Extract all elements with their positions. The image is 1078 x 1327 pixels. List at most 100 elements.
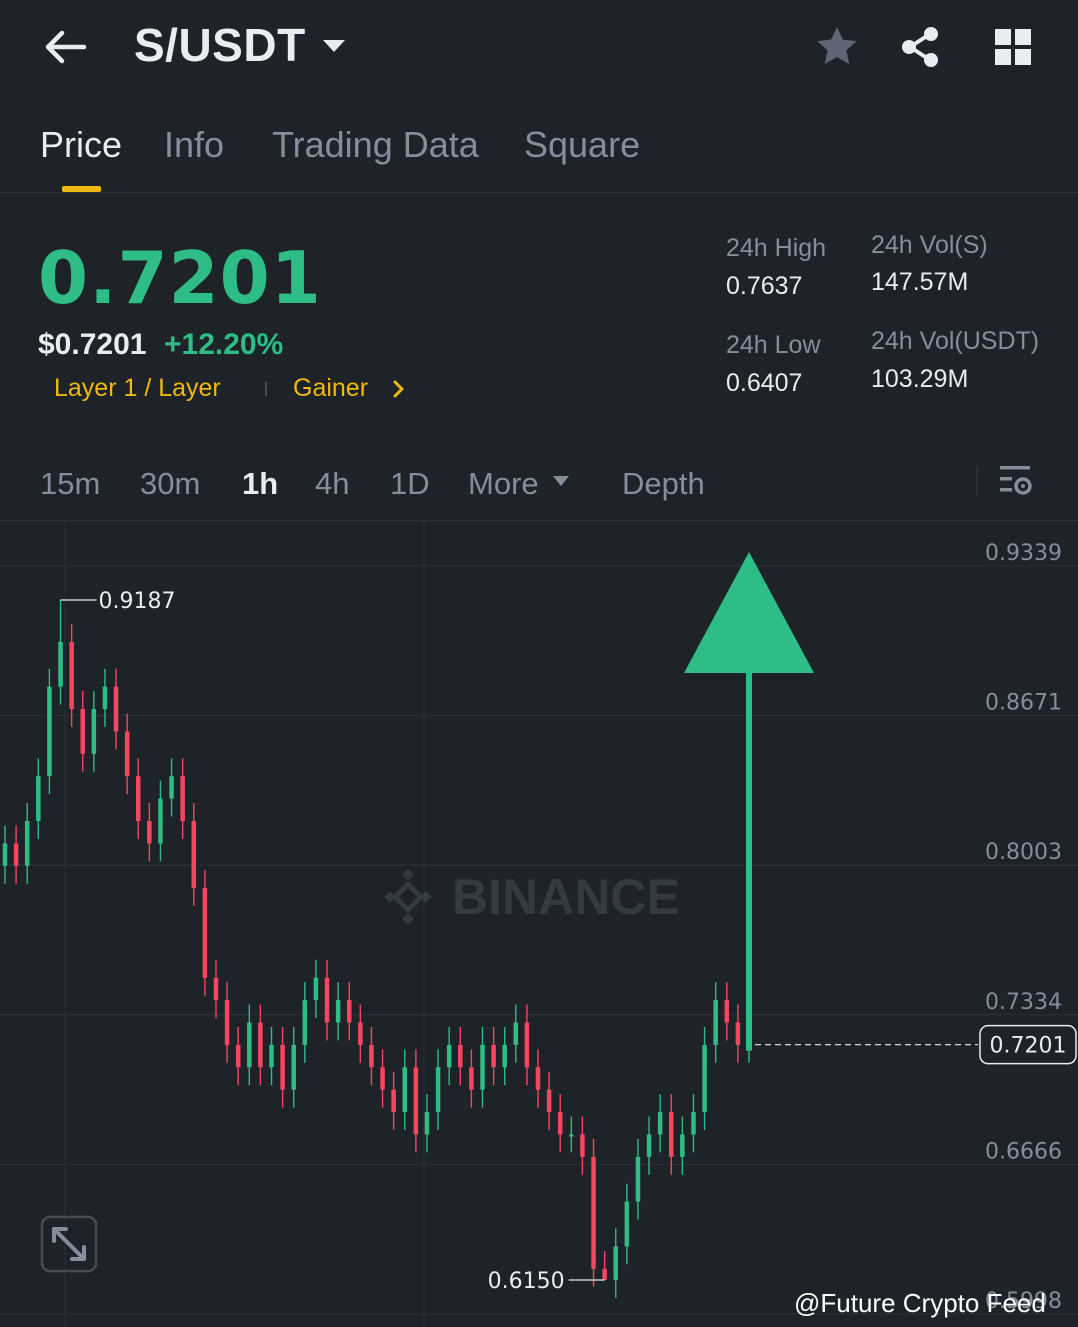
up-arrow-annotation — [684, 552, 814, 1051]
candle-down — [69, 623, 74, 727]
category-tag[interactable]: Layer 1 / Layer — [54, 374, 221, 402]
candle-body — [735, 1022, 741, 1045]
candle-body — [69, 641, 74, 710]
candle-up — [624, 1183, 630, 1265]
interval-30m[interactable]: 30m — [140, 466, 201, 501]
chart-grid — [0, 521, 1078, 1327]
candle-up — [2, 825, 8, 884]
candle-body — [91, 709, 97, 754]
caret-down-icon[interactable] — [320, 36, 348, 56]
candle-body — [158, 798, 163, 844]
candle-up — [302, 982, 308, 1063]
candle-down — [213, 959, 219, 1019]
stat-vol-s-label: 24h Vol(S) — [871, 231, 988, 259]
candle-down — [13, 825, 19, 884]
low-marker-label: 0.6150 — [488, 1269, 565, 1294]
candle-up — [269, 1026, 274, 1086]
candle-down — [191, 803, 197, 907]
candle-up — [36, 758, 41, 839]
usd-price: $0.7201 — [38, 328, 147, 361]
depth-tab[interactable]: Depth — [622, 466, 705, 501]
grid-icon[interactable] — [990, 24, 1036, 70]
candle-down — [669, 1094, 674, 1175]
candle-body — [391, 1089, 396, 1113]
candle-body — [502, 1044, 507, 1068]
candle-body — [669, 1112, 674, 1157]
candle-down — [591, 1138, 596, 1287]
candle-body — [369, 1044, 374, 1068]
candle-body — [24, 821, 30, 866]
candle-up — [513, 1004, 519, 1063]
chart-settings-icon[interactable] — [998, 462, 1034, 502]
candle-body — [358, 1022, 363, 1045]
pair-title[interactable]: S/USDT — [134, 19, 306, 71]
binance-watermark: BINANCE — [384, 869, 680, 925]
candle-down — [235, 1026, 241, 1086]
candle-body — [269, 1044, 274, 1068]
candle-body — [724, 1000, 730, 1023]
gainer-tag[interactable]: Gainer — [293, 374, 369, 402]
interval-1h[interactable]: 1h — [242, 466, 279, 501]
candle-up — [713, 982, 718, 1063]
candle-down — [491, 1026, 496, 1086]
tab-trading-data[interactable]: Trading Data — [272, 124, 479, 165]
candle-body — [435, 1067, 441, 1113]
interval-separator — [976, 466, 978, 496]
share-icon[interactable] — [898, 24, 944, 70]
candle-body — [413, 1067, 419, 1135]
candle-body — [424, 1112, 430, 1135]
stat-high-label: 24h High — [726, 234, 827, 262]
footer-watermark: @Future Crypto Feed — [794, 1288, 1046, 1318]
back-arrow-icon[interactable] — [40, 22, 90, 72]
candle-body — [47, 686, 52, 777]
expand-icon[interactable] — [40, 1215, 98, 1273]
candle-up — [247, 1004, 252, 1086]
price-axis-label: 0.8003 — [985, 840, 1062, 865]
candle-up — [646, 1116, 652, 1175]
stat-low-value: 0.6407 — [726, 369, 803, 397]
more-caret-down-icon[interactable] — [552, 474, 570, 488]
tab-price[interactable]: Price — [40, 124, 123, 165]
candle-down — [557, 1094, 563, 1153]
price-change-percent: +12.20% — [164, 328, 284, 361]
interval-more[interactable]: More — [468, 466, 539, 501]
candle-body — [280, 1044, 285, 1090]
candle-down — [535, 1049, 541, 1108]
candle-body — [702, 1044, 707, 1113]
candle-up — [569, 1116, 574, 1153]
candle-body — [2, 843, 8, 866]
candle-down — [735, 1004, 741, 1063]
candle-up — [613, 1228, 618, 1298]
candle-up — [102, 668, 108, 727]
candle-down — [369, 1026, 374, 1086]
candle-down — [602, 1250, 607, 1280]
interval-15m[interactable]: 15m — [40, 466, 101, 501]
candle-body — [213, 977, 219, 1001]
high-marker-label: 0.9187 — [99, 589, 176, 614]
candle-down — [136, 758, 141, 839]
tab-square[interactable]: Square — [524, 124, 641, 165]
candle-down — [124, 713, 130, 795]
interval-4h[interactable]: 4h — [315, 466, 350, 501]
stat-high-value: 0.7637 — [726, 272, 803, 300]
candle-down — [224, 982, 230, 1063]
candle-down — [413, 1049, 419, 1153]
interval-1d[interactable]: 1D — [390, 466, 430, 501]
tab-info[interactable]: Info — [164, 124, 225, 165]
candle-body — [657, 1112, 663, 1135]
candle-body — [402, 1067, 408, 1113]
candle-up — [47, 668, 52, 795]
stat-vol-usdt-value: 103.29M — [871, 365, 969, 393]
price-axis-label: 0.8671 — [985, 691, 1062, 716]
candle-body — [180, 776, 185, 822]
star-icon[interactable] — [814, 24, 860, 70]
price-axis-label: 0.9339 — [985, 541, 1062, 566]
candle-body — [602, 1268, 607, 1280]
candle-body — [202, 888, 208, 978]
candle-body — [147, 821, 152, 844]
candle-up — [291, 1026, 296, 1108]
candle-body — [169, 776, 174, 799]
candle-down — [280, 1026, 285, 1108]
chevron-right-icon[interactable] — [390, 378, 408, 400]
